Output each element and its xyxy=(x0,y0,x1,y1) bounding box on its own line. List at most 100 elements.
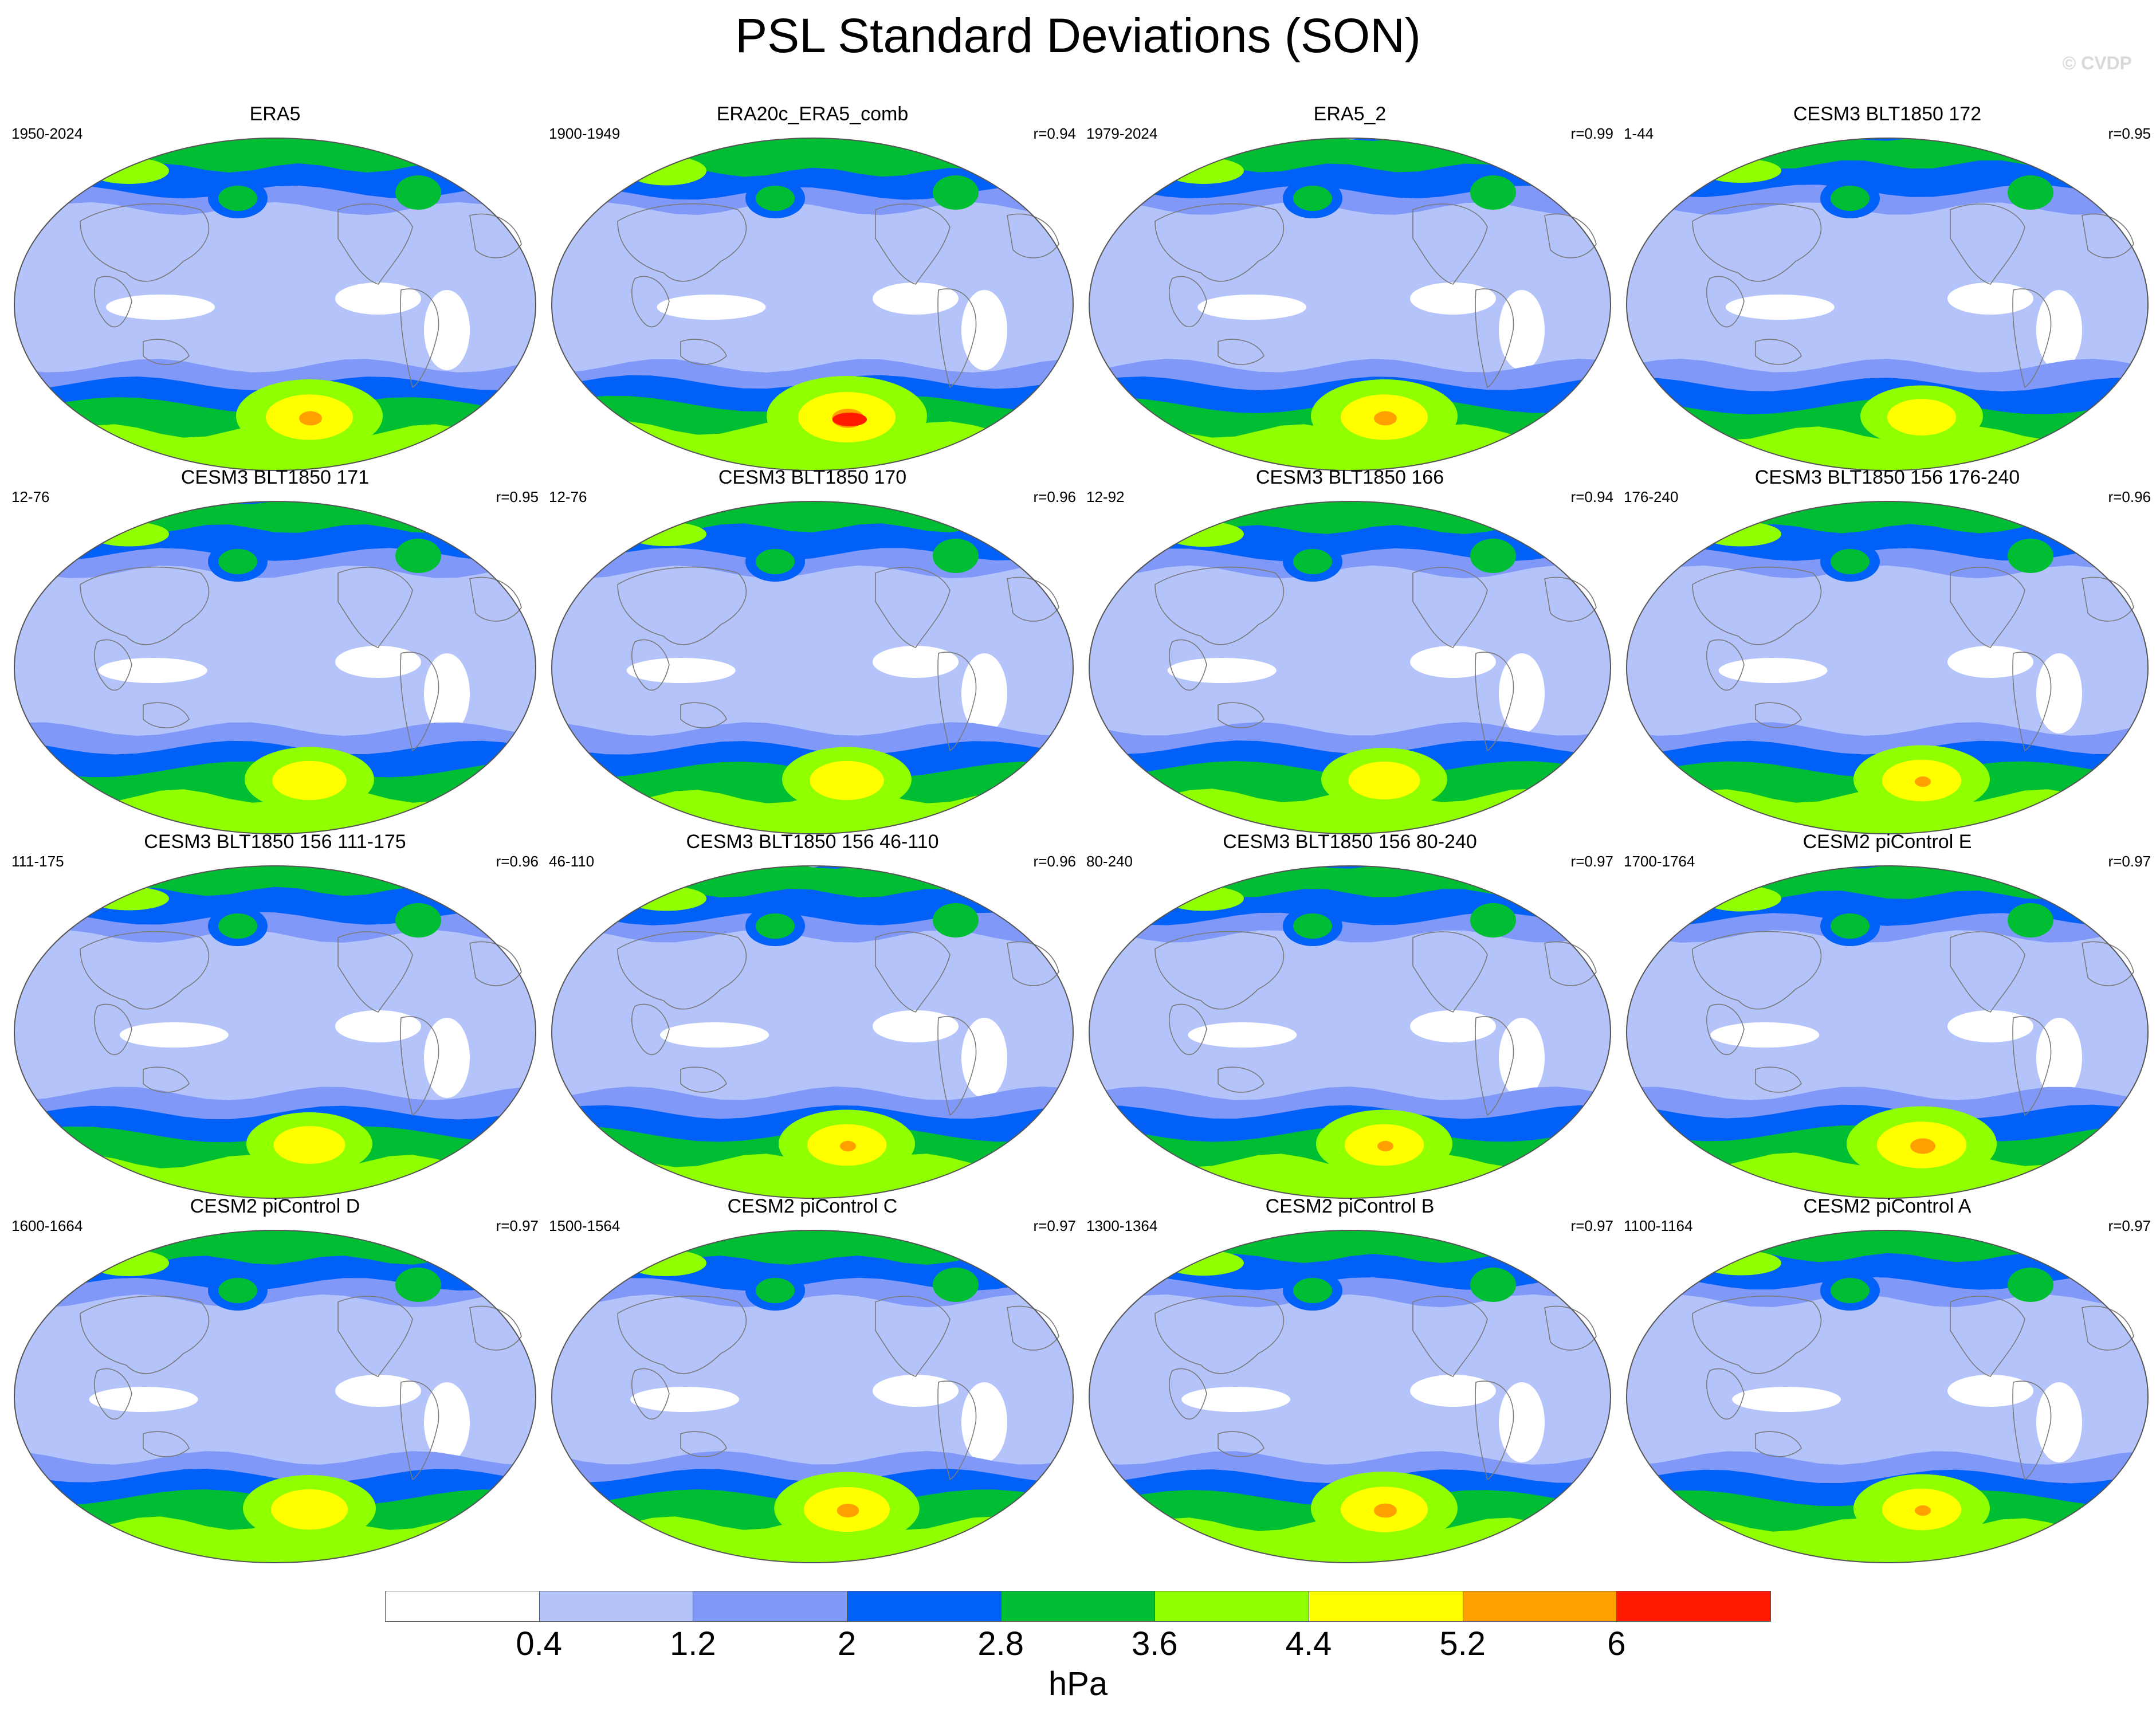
south-band xyxy=(1627,789,2148,834)
tropic-minimum xyxy=(657,295,766,320)
map-canvas xyxy=(551,501,1074,834)
map-canvas xyxy=(14,501,536,834)
colorbar-tick-label: 0.4 xyxy=(516,1625,562,1662)
pacific-low xyxy=(756,913,795,939)
continent-outline xyxy=(400,1016,439,1116)
tropic-minimum xyxy=(119,1022,229,1048)
map-border xyxy=(551,865,1074,1199)
field-layer xyxy=(1089,138,1611,470)
map-canvas xyxy=(551,138,1074,471)
continent-outline xyxy=(1218,1431,1264,1457)
field-layer xyxy=(14,501,536,834)
continent-outline xyxy=(469,576,522,622)
panel-years: 1300-1364 xyxy=(1086,1217,1158,1234)
pacific-low xyxy=(1831,549,1870,574)
tropic-minimum xyxy=(1947,283,2033,315)
south-maximum xyxy=(1377,1140,1393,1152)
field-layer xyxy=(552,866,1073,1198)
continent-outline xyxy=(1007,1305,1059,1351)
panel-correlation: r=0.94 xyxy=(1570,488,1613,505)
south-maximum xyxy=(810,760,884,801)
map-panel: CESM3 BLT1850 156 111-175 111-175 r=0.96 xyxy=(11,830,539,1202)
continent-outline xyxy=(1950,931,2025,1013)
panel-title: ERA5 xyxy=(249,103,301,125)
continent-outline xyxy=(1169,276,1207,328)
continent-outline xyxy=(1544,941,1597,986)
pacific-low xyxy=(1831,1278,1870,1303)
map-border xyxy=(551,1230,1074,1563)
map-canvas xyxy=(1089,138,1611,471)
tropic-minimum xyxy=(335,646,421,678)
north-band xyxy=(1627,866,2148,899)
tropic-minimum xyxy=(1410,646,1496,678)
field-layer xyxy=(552,501,1073,834)
tropic-minimum xyxy=(660,1022,769,1048)
pacific-low xyxy=(218,913,257,939)
south-band xyxy=(552,1516,1073,1563)
tropic-minimum xyxy=(1499,653,1545,734)
tropic-minimum xyxy=(2036,1018,2082,1098)
north-band xyxy=(14,501,536,533)
panel-correlation: r=0.99 xyxy=(1570,125,1613,142)
map-canvas xyxy=(1626,501,2149,834)
continent-outline xyxy=(80,566,210,645)
atlantic-low xyxy=(1470,175,1516,210)
map-canvas xyxy=(1626,865,2149,1199)
map-border xyxy=(1089,138,1611,471)
map-border xyxy=(1089,1230,1611,1563)
pacific-low xyxy=(1293,1278,1332,1303)
map-panel: CESM3 BLT1850 170 12-76 r=0.96 xyxy=(549,465,1076,838)
map-panel: CESM2 piControl B 1300-1364 r=0.97 xyxy=(1086,1194,1613,1567)
panel-correlation: r=0.95 xyxy=(496,488,539,505)
panel-title: ERA20c_ERA5_comb xyxy=(716,103,909,125)
panel-title: CESM3 BLT1850 156 80-240 xyxy=(1223,831,1477,853)
atlantic-low xyxy=(933,903,979,938)
tropic-minimum xyxy=(961,290,1007,370)
panel-title: CESM3 BLT1850 171 xyxy=(180,466,370,488)
panel-title: CESM2 piControl E xyxy=(1802,831,1972,853)
tropic-minimum xyxy=(626,658,736,683)
panel-correlation: r=0.95 xyxy=(2108,125,2151,142)
south-band xyxy=(1089,1517,1611,1563)
south-maximum xyxy=(1348,762,1420,799)
panel-years: 46-110 xyxy=(549,853,595,870)
copyright-label: © CVDP xyxy=(2062,53,2132,73)
south-maximum xyxy=(1887,399,1957,436)
south-band xyxy=(552,1154,1073,1198)
panel-correlation: r=0.97 xyxy=(1570,853,1613,870)
continent-outline xyxy=(400,1380,439,1481)
tropic-minimum xyxy=(335,283,421,315)
continent-outline xyxy=(1169,1003,1207,1056)
colorbar-tick-label: 5.2 xyxy=(1439,1625,1486,1662)
map-panel: CESM2 piControl D 1600-1664 r=0.97 xyxy=(11,1194,539,1567)
map-canvas xyxy=(1089,1230,1611,1563)
continent-outline xyxy=(1007,941,1059,986)
south-maximum xyxy=(837,1504,859,1517)
north-maximum xyxy=(1701,521,1781,547)
continent-outline xyxy=(680,702,727,728)
colorbar-box xyxy=(385,1591,540,1622)
atlantic-low xyxy=(1470,903,1516,938)
map-canvas xyxy=(14,138,536,471)
tropic-minimum xyxy=(424,290,470,370)
atlantic-low xyxy=(933,175,979,210)
continent-outline xyxy=(1154,931,1285,1010)
panel-title: CESM2 piControl A xyxy=(1803,1195,1972,1217)
continent-outline xyxy=(1218,702,1264,728)
tropic-minimum xyxy=(1499,290,1545,370)
atlantic-low xyxy=(2008,1268,2053,1302)
map-canvas xyxy=(14,1230,536,1563)
field-layer xyxy=(1627,1230,2148,1563)
map-panel: CESM2 piControl A 1100-1164 r=0.97 xyxy=(1624,1194,2151,1567)
continent-outline xyxy=(1169,639,1207,691)
field-layer xyxy=(14,866,536,1198)
continent-outline xyxy=(400,288,439,389)
continent-outline xyxy=(143,702,190,728)
continent-outline xyxy=(94,276,132,328)
continent-outline xyxy=(1544,1305,1597,1351)
continent-outline xyxy=(2082,576,2134,622)
south-maximum xyxy=(1910,1138,1935,1154)
panel-title: CESM3 BLT1850 156 176-240 xyxy=(1754,466,2020,488)
continent-outline xyxy=(1950,203,2025,285)
tropic-minimum xyxy=(89,1387,198,1412)
